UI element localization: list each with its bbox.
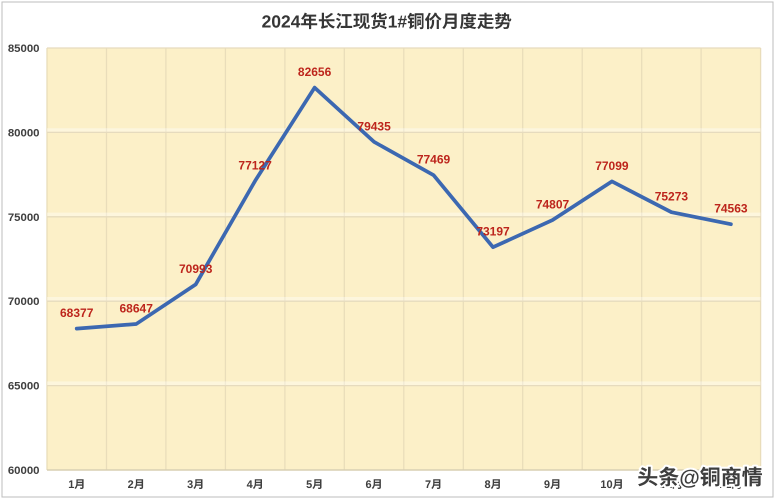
- svg-text:70993: 70993: [179, 262, 213, 276]
- svg-text:74807: 74807: [536, 198, 570, 212]
- svg-text:75273: 75273: [655, 190, 689, 204]
- svg-text:85000: 85000: [8, 43, 40, 55]
- svg-text:77099: 77099: [595, 159, 629, 173]
- svg-text:82656: 82656: [298, 65, 332, 79]
- svg-text:68647: 68647: [120, 302, 154, 316]
- svg-text:77469: 77469: [417, 153, 451, 167]
- svg-text:73197: 73197: [476, 225, 510, 239]
- svg-text:77127: 77127: [238, 158, 272, 172]
- svg-text:79435: 79435: [357, 119, 391, 133]
- svg-text:60000: 60000: [8, 465, 40, 477]
- svg-text:68377: 68377: [60, 306, 94, 320]
- svg-text:70000: 70000: [8, 296, 40, 308]
- svg-text:65000: 65000: [8, 381, 40, 393]
- svg-text:74563: 74563: [714, 202, 748, 216]
- svg-text:75000: 75000: [8, 212, 40, 224]
- svg-text:80000: 80000: [8, 127, 40, 139]
